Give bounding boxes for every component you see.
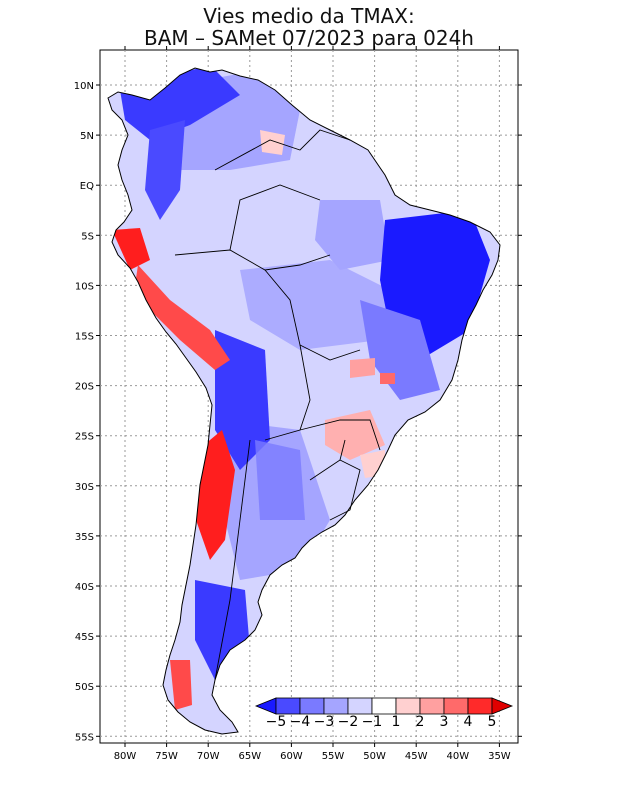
colorbar-label: 5 [488,714,497,730]
colorbar-label: −4 [290,714,311,730]
bias-light-red-parana [325,410,385,460]
colorbar-segment [419,697,445,715]
lon-label: 45W [405,751,428,762]
colorbar-segment [323,697,349,715]
bias-field [112,68,490,710]
colorbar-label: −2 [338,714,359,730]
lat-label: 35S [75,532,94,543]
longitude-labels: 80W 75W 70W 65W 60W 55W 50W 45W 40W 35W [114,751,511,762]
colorbar-label: 2 [416,714,425,730]
axis-ticks [96,46,522,747]
colorbar-segment [371,697,397,715]
bias-mid-blue-chaco [255,440,305,520]
lat-label: 40S [75,582,94,593]
lat-label: 10S [75,281,94,292]
colorbar: −5 −4 −3 −2 −1 1 2 3 4 5 [254,697,514,730]
colorbar-label: 1 [392,714,401,730]
lon-label: 60W [280,751,303,762]
lat-label: EQ [80,181,94,192]
bias-light-red-goias [350,358,375,378]
colorbar-label: −1 [362,714,383,730]
colorbar-segment [299,697,325,715]
lat-label: 10N [74,81,94,92]
colorbar-segment [347,697,373,715]
bias-light-red-guiana [260,130,285,155]
colorbar-segment [275,697,301,715]
bias-red-peru-andes [135,265,230,370]
lat-label: 5S [81,231,94,242]
colorbar-label: −3 [314,714,335,730]
lon-label: 70W [197,751,220,762]
bias-strong-red-chile [196,430,235,560]
lon-label: 50W [363,751,386,762]
lon-label: 75W [155,751,178,762]
title-line-2: BAM – SAMet 07/2023 para 024h [144,26,474,50]
colorbar-label: 4 [464,714,473,730]
lat-label: 20S [75,382,94,393]
lat-label: 55S [75,732,94,743]
lon-label: 55W [322,751,345,762]
title-line-1: Vies medio da TMAX: [203,4,415,28]
bias-strong-blue-colombia [145,120,185,220]
colorbar-segment [443,697,469,715]
lon-label: 80W [114,751,137,762]
lon-label: 40W [446,751,469,762]
lon-label: 65W [238,751,261,762]
bias-red-south-chile [170,660,192,710]
lat-label: 25S [75,432,94,443]
lat-label: 45S [75,632,94,643]
bias-light-blue-amazon [240,260,390,350]
country-borders [174,129,381,681]
colorbar-segment [491,697,514,715]
lat-label: 5N [80,131,94,142]
lon-label: 35W [488,751,511,762]
colorbar-label: 3 [440,714,449,730]
lat-label: 15S [75,332,94,343]
colorbar-label: −5 [266,714,287,730]
coastline [107,67,501,735]
latitude-labels: 10N 5N EQ 5S 10S 15S 20S 25S 30S 35S 40S 45S 50S 55S [74,81,94,743]
lat-label: 50S [75,682,94,693]
bias-light-blue-east [315,200,390,270]
bias-mid-blue-center [360,300,440,400]
colorbar-segment [395,697,421,715]
bias-light-red-mato-grosso-sul [380,373,395,384]
colorbar-segment [467,697,493,715]
bias-strong-red-peru-coast [112,228,150,270]
bias-strong-blue-andes [215,330,270,470]
lat-label: 30S [75,482,94,493]
